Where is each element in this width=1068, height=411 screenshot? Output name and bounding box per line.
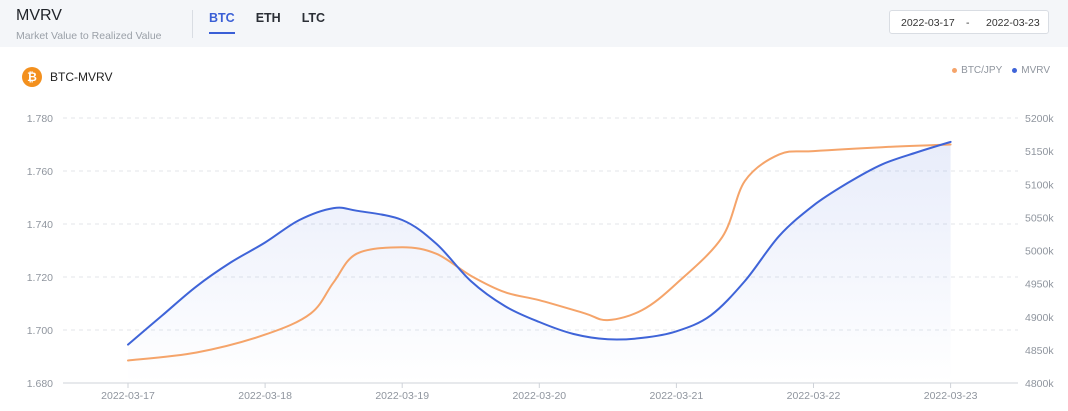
x-tick-label: 2022-03-17 [101, 390, 155, 402]
mvrv-area [128, 141, 951, 383]
x-tick-label: 2022-03-19 [375, 390, 429, 402]
legend-label-btcjpy: BTC/JPY [961, 65, 1003, 76]
x-tick-label: 2022-03-23 [924, 390, 978, 402]
coin-tabs: BTC ETH LTC [209, 11, 346, 34]
title-block: MVRV Market Value to Realized Value [16, 6, 162, 43]
legend-dot-icon [952, 68, 958, 73]
y-left-tick-label: 1.740 [27, 219, 53, 231]
y-right-tick-label: 4900k [1025, 312, 1054, 324]
y-right-tick-label: 4800k [1025, 378, 1054, 390]
y-right-tick-label: 5150k [1025, 146, 1054, 158]
y-left-tick-label: 1.680 [27, 378, 53, 390]
x-tick-label: 2022-03-21 [650, 390, 704, 402]
legend-dot-icon [1012, 68, 1018, 73]
tab-eth[interactable]: ETH [255, 11, 281, 25]
header: MVRV Market Value to Realized Value BTC … [0, 0, 1068, 47]
y-left-tick-label: 1.760 [27, 166, 53, 178]
series-line-mvrv[interactable] [127, 140, 952, 346]
date-start[interactable]: 2022-03-17 [901, 17, 955, 29]
x-tick-label: 2022-03-18 [238, 390, 292, 402]
bitcoin-icon: ₿ [22, 67, 42, 87]
y-right-tick-label: 4850k [1025, 345, 1054, 357]
date-range-picker[interactable]: 2022-03-17 - 2022-03-23 [889, 10, 1049, 34]
chart-heading: ₿ BTC-MVRV [22, 67, 112, 87]
y-left-tick-label: 1.720 [27, 272, 53, 284]
legend-item-btcjpy[interactable]: BTC/JPY [952, 65, 1002, 76]
x-tick-label: 2022-03-22 [787, 390, 841, 402]
tab-btc[interactable]: BTC [209, 11, 235, 34]
legend-label-mvrv: MVRV [1021, 65, 1050, 76]
chart-legend: BTC/JPY MVRV [942, 65, 1050, 76]
date-end[interactable]: 2022-03-23 [986, 17, 1040, 29]
y-right-tick-label: 5000k [1025, 246, 1054, 258]
page-subtitle: Market Value to Realized Value [16, 30, 162, 42]
y-right-tick-label: 5200k [1025, 113, 1054, 125]
legend-item-mvrv[interactable]: MVRV [1012, 65, 1050, 76]
tab-ltc[interactable]: LTC [301, 11, 326, 25]
x-tick-label: 2022-03-20 [512, 390, 566, 402]
y-right-tick-label: 5100k [1025, 179, 1054, 191]
header-divider [192, 10, 193, 38]
y-right-tick-label: 4950k [1025, 279, 1054, 291]
chart-name: BTC-MVRV [50, 70, 113, 84]
date-separator: - [966, 17, 970, 29]
page-title: MVRV [16, 7, 62, 24]
y-left-tick-label: 1.780 [27, 113, 53, 125]
y-left-tick-label: 1.700 [27, 325, 53, 337]
series-line-btc-jpy[interactable] [127, 143, 952, 362]
y-right-tick-label: 5050k [1025, 212, 1054, 224]
